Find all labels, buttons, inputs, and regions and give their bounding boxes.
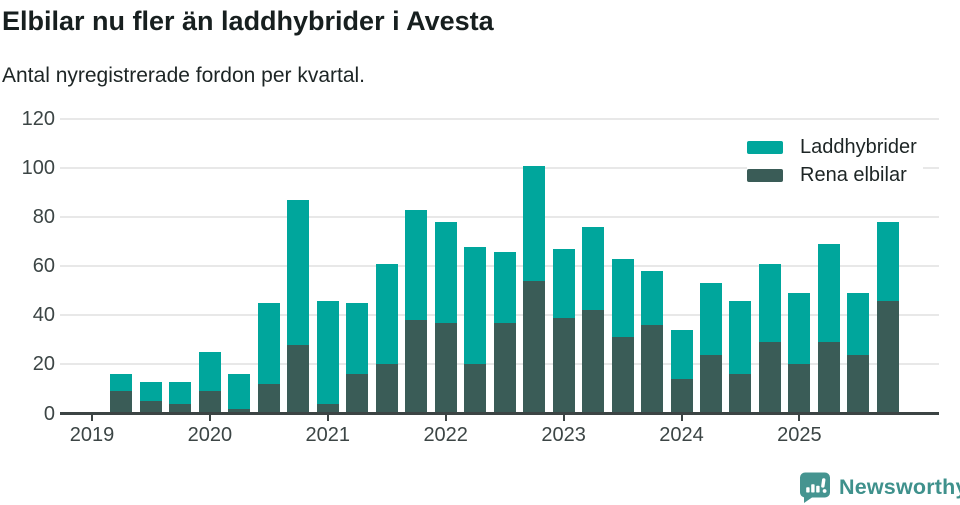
bar-2023-q2-laddhybrider bbox=[582, 226, 605, 311]
legend-label-laddhybrider: Laddhybrider bbox=[800, 135, 917, 158]
bar-2020-q2-laddhybrider bbox=[228, 374, 251, 409]
chart-subtitle: Antal nyregistrerade fordon per kvartal. bbox=[2, 64, 366, 87]
x-axis-label-2024: 2024 bbox=[659, 424, 704, 446]
bar-2022-q2-rena-elbilar bbox=[464, 364, 487, 414]
bar-2022-q4-laddhybrider bbox=[523, 165, 546, 281]
x-axis-tick-2020 bbox=[208, 415, 211, 421]
bar-2021-q3-rena-elbilar bbox=[375, 364, 398, 414]
bar-2023-q4-laddhybrider bbox=[641, 271, 664, 326]
bar-2024-q2-laddhybrider bbox=[699, 283, 722, 355]
bar-2021-q2-rena-elbilar bbox=[346, 374, 369, 414]
bar-2024-q1-laddhybrider bbox=[670, 330, 693, 380]
legend-swatch-rena-elbilar bbox=[747, 168, 783, 182]
x-axis-tick-2022 bbox=[444, 415, 447, 421]
bar-2025-q1-laddhybrider bbox=[788, 293, 811, 365]
legend-item-rena-elbilar: Rena elbilar bbox=[747, 161, 923, 189]
gridline-120 bbox=[60, 117, 939, 120]
legend-swatch-laddhybrider bbox=[747, 140, 783, 154]
newsworthy-wordmark: Newsworthy bbox=[839, 475, 960, 499]
bar-2020-q4-rena-elbilar bbox=[287, 344, 310, 414]
bar-2020-q1-laddhybrider bbox=[198, 352, 221, 392]
bar-2024-q1-rena-elbilar bbox=[670, 379, 693, 414]
x-axis-label-2023: 2023 bbox=[541, 424, 586, 446]
gridline-100 bbox=[60, 167, 939, 170]
x-axis-label-2019: 2019 bbox=[69, 424, 115, 446]
bar-2025-q2-rena-elbilar bbox=[817, 342, 840, 414]
bar-2023-q3-laddhybrider bbox=[611, 258, 634, 338]
bar-2024-q2-rena-elbilar bbox=[699, 354, 722, 414]
bar-2024-q3-rena-elbilar bbox=[729, 374, 752, 414]
newsworthy-bar-chart-speech-bubble-icon bbox=[800, 472, 830, 503]
bar-2021-q1-rena-elbilar bbox=[316, 403, 339, 414]
y-axis-label-40: 40 bbox=[32, 304, 55, 327]
x-axis-label-2022: 2022 bbox=[423, 424, 468, 446]
bar-2021-q4-laddhybrider bbox=[405, 209, 428, 321]
x-axis-label-2020: 2020 bbox=[187, 424, 233, 446]
bar-2023-q1-rena-elbilar bbox=[552, 317, 575, 414]
bar-2025-q4-rena-elbilar bbox=[876, 300, 899, 414]
bar-2019-q4-laddhybrider bbox=[169, 381, 192, 404]
bar-2023-q4-rena-elbilar bbox=[641, 325, 664, 414]
y-axis-label-120: 120 bbox=[21, 107, 55, 130]
bar-2025-q3-rena-elbilar bbox=[847, 354, 870, 414]
bar-2019-q2-laddhybrider bbox=[110, 374, 133, 392]
bar-2023-q1-laddhybrider bbox=[552, 249, 575, 318]
bar-2022-q4-rena-elbilar bbox=[523, 280, 546, 414]
bar-2021-q3-laddhybrider bbox=[375, 263, 398, 365]
bar-2024-q4-laddhybrider bbox=[758, 263, 781, 343]
bar-2019-q4-rena-elbilar bbox=[169, 403, 192, 414]
bar-2022-q3-rena-elbilar bbox=[493, 322, 516, 414]
bar-2023-q2-rena-elbilar bbox=[582, 310, 605, 414]
x-axis-label-2021: 2021 bbox=[305, 424, 351, 446]
brand-footer: Newsworthy bbox=[798, 471, 960, 504]
bar-2020-q4-laddhybrider bbox=[287, 199, 310, 345]
bar-2022-q1-laddhybrider bbox=[434, 222, 457, 323]
bar-2025-q2-laddhybrider bbox=[817, 244, 840, 343]
y-axis-label-60: 60 bbox=[32, 255, 55, 278]
x-axis-tick-2019 bbox=[91, 415, 93, 421]
bar-2019-q3-rena-elbilar bbox=[139, 401, 162, 414]
x-axis-tick-2021 bbox=[326, 415, 329, 421]
legend-label-rena-elbilar: Rena elbilar bbox=[800, 163, 907, 186]
x-axis-tick-2025 bbox=[798, 415, 801, 421]
bar-2020-q1-rena-elbilar bbox=[198, 391, 221, 414]
bar-2022-q2-laddhybrider bbox=[464, 246, 487, 365]
bar-2024-q3-laddhybrider bbox=[729, 300, 752, 375]
bar-2022-q3-laddhybrider bbox=[493, 251, 516, 323]
y-axis-label-0: 0 bbox=[43, 402, 55, 425]
bar-2019-q2-rena-elbilar bbox=[110, 391, 133, 414]
bar-2023-q3-rena-elbilar bbox=[611, 337, 634, 414]
x-axis-tick-2024 bbox=[680, 415, 683, 421]
bar-2021-q2-laddhybrider bbox=[346, 303, 369, 375]
bar-2020-q2-rena-elbilar bbox=[228, 408, 251, 414]
bar-2020-q3-laddhybrider bbox=[257, 303, 280, 385]
bar-2020-q3-rena-elbilar bbox=[257, 384, 280, 414]
x-axis-tick-2023 bbox=[562, 415, 565, 421]
bar-2025-q4-laddhybrider bbox=[876, 222, 899, 301]
x-axis-line bbox=[60, 412, 939, 415]
chart-title: Elbilar nu fler än laddhybrider i Avesta bbox=[2, 6, 494, 36]
bar-2025-q3-laddhybrider bbox=[847, 293, 870, 355]
bar-2021-q1-laddhybrider bbox=[316, 300, 339, 404]
y-axis-label-20: 20 bbox=[32, 353, 55, 376]
y-axis-label-100: 100 bbox=[21, 157, 55, 180]
bar-2021-q4-rena-elbilar bbox=[405, 320, 428, 414]
bar-2024-q4-rena-elbilar bbox=[758, 342, 781, 414]
bar-2025-q1-rena-elbilar bbox=[788, 364, 811, 414]
x-axis-label-2025: 2025 bbox=[777, 424, 822, 446]
y-axis-label-80: 80 bbox=[32, 206, 55, 229]
gridline-80 bbox=[60, 216, 939, 219]
chart-legend: Laddhybrider Rena elbilar bbox=[747, 133, 923, 189]
bar-2019-q3-laddhybrider bbox=[139, 381, 162, 402]
legend-item-laddhybrider: Laddhybrider bbox=[747, 133, 923, 161]
bar-2022-q1-rena-elbilar bbox=[434, 322, 457, 414]
